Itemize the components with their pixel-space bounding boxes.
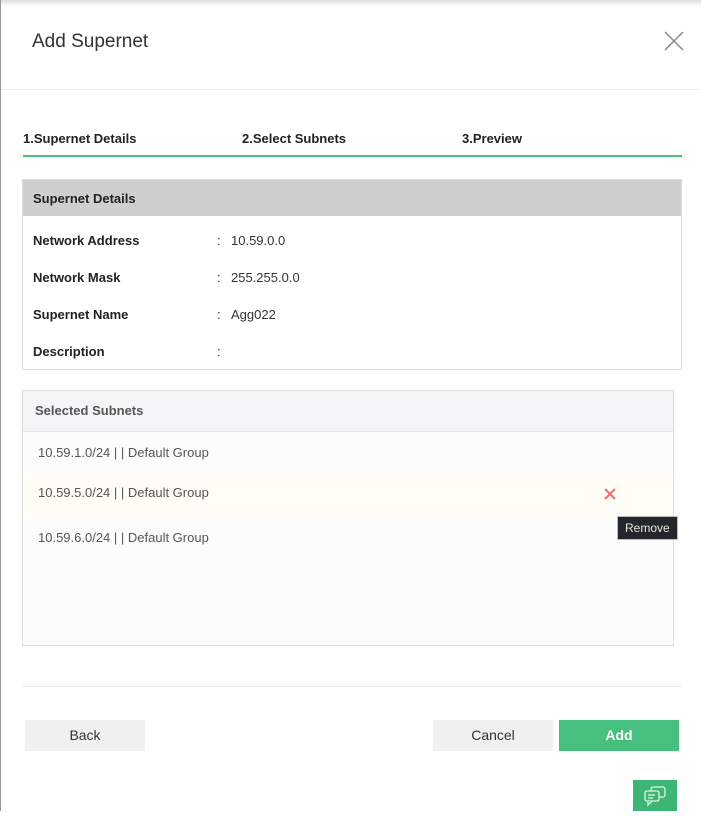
remove-tooltip: Remove xyxy=(617,516,678,540)
value-network-address: 10.59.0.0 xyxy=(231,233,286,248)
back-button[interactable]: Back xyxy=(25,720,145,751)
label-network-mask: Network Mask xyxy=(33,270,121,285)
supernet-details-panel: Supernet Details Network Address : 10.59… xyxy=(22,179,682,370)
dialog-title: Add Supernet xyxy=(32,31,149,52)
chat-button[interactable] xyxy=(633,780,677,811)
panel-header: Supernet Details xyxy=(23,180,681,216)
label-supernet-name: Supernet Name xyxy=(33,307,129,322)
panel-header: Selected Subnets xyxy=(23,391,673,432)
colon: : xyxy=(217,270,221,285)
colon: : xyxy=(217,307,221,322)
subnet-label: 10.59.5.0/24 | | Default Group xyxy=(38,485,209,500)
close-icon[interactable] xyxy=(664,31,684,51)
colon: : xyxy=(217,233,221,248)
list-item[interactable]: 10.59.1.0/24 | | Default Group xyxy=(23,433,673,477)
divider xyxy=(1,89,701,90)
list-item[interactable]: 10.59.6.0/24 | | Default Group xyxy=(23,518,673,562)
subnet-label: 10.59.1.0/24 | | Default Group xyxy=(38,445,209,460)
chat-icon xyxy=(644,786,666,807)
value-network-mask: 255.255.0.0 xyxy=(231,270,300,285)
divider xyxy=(22,686,682,687)
add-button[interactable]: Add xyxy=(559,720,679,751)
label-network-address: Network Address xyxy=(33,233,140,248)
wizard-steps: 1.Supernet Details 2.Select Subnets 3.Pr… xyxy=(23,131,682,157)
step-select-subnets[interactable]: 2.Select Subnets xyxy=(242,131,347,146)
subnet-label: 10.59.6.0/24 | | Default Group xyxy=(38,530,209,545)
top-shadow xyxy=(1,0,701,6)
value-supernet-name: Agg022 xyxy=(231,307,276,322)
remove-icon[interactable] xyxy=(603,487,617,501)
cancel-button[interactable]: Cancel xyxy=(433,720,553,751)
step-preview[interactable]: 3.Preview xyxy=(462,131,522,146)
label-description: Description xyxy=(33,344,105,359)
list-item[interactable]: 10.59.5.0/24 | | Default Group xyxy=(23,473,673,517)
step-supernet-details[interactable]: 1.Supernet Details xyxy=(23,131,137,146)
colon: : xyxy=(217,344,221,359)
selected-subnets-panel: Selected Subnets 10.59.1.0/24 | | Defaul… xyxy=(22,390,674,646)
